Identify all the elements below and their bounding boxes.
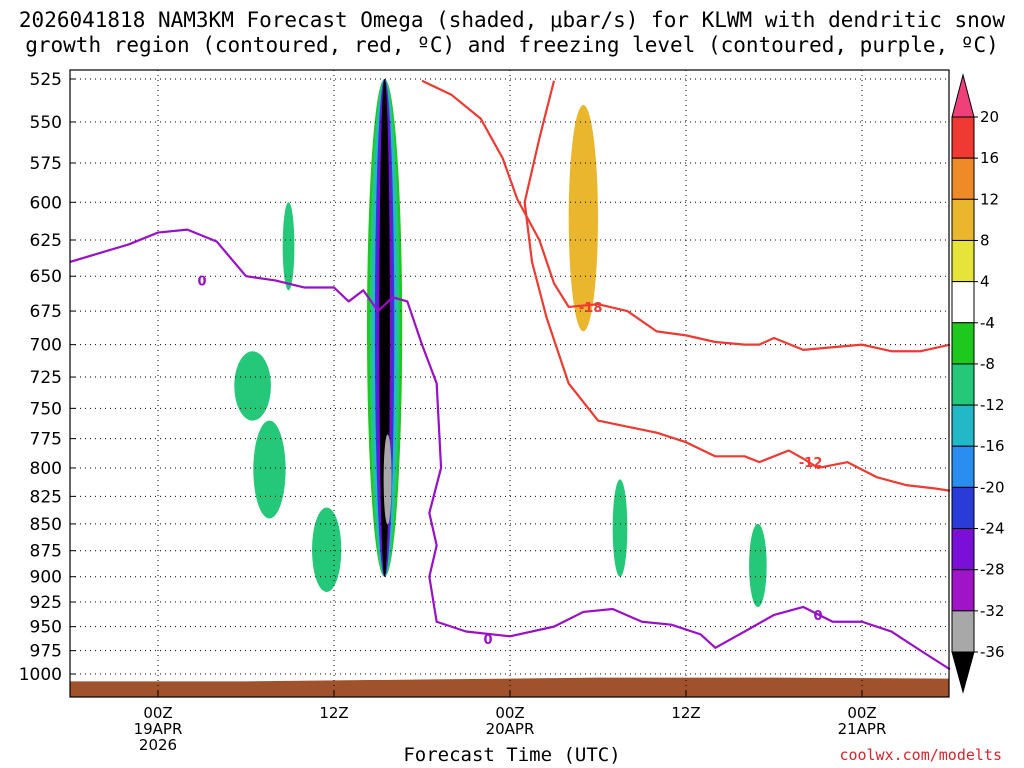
y-tick-label-625: 625	[30, 231, 62, 251]
chart-title-line-2: growth region (contoured, red, ºC) and f…	[25, 33, 999, 57]
x-tick-label-54-0: 00Z	[847, 704, 876, 722]
chart-title-line-1: 2026041818 NAM3KM Forecast Omega (shaded…	[18, 8, 1006, 32]
colorbar-swatch-11	[951, 569, 975, 612]
colorbar-swatch-8	[951, 445, 975, 488]
colorbar-label-2: 12	[980, 190, 999, 208]
y-tick-label-975: 975	[30, 642, 62, 662]
omega-cell-1	[206, 87, 214, 171]
y-tick-label-800: 800	[30, 459, 62, 479]
y-tick-label-850: 850	[30, 515, 62, 535]
y-tick-label-700: 700	[30, 336, 62, 356]
omega-cell-6-core	[383, 434, 392, 525]
colorbar-swatch-3	[951, 239, 975, 283]
colorbar-label-10: -24	[980, 520, 1005, 538]
x-tick-label-30-0: 00Z	[495, 704, 524, 722]
x-tick-label-54-1: 21APR	[838, 720, 887, 738]
colorbar-label-0: 20	[980, 108, 999, 126]
freezing-level-contour-label-1: 0	[483, 633, 492, 648]
omega-shading	[83, 70, 818, 607]
x-tick-label-6-1: 19APR	[134, 720, 183, 738]
omega-cell-8	[568, 105, 598, 332]
freezing-level-contour	[69, 228, 951, 671]
y-tick-label-575: 575	[30, 154, 62, 174]
y-tick-label-550: 550	[30, 113, 62, 133]
colorbar-bottom-arrow	[951, 651, 975, 694]
contours: -18 -12 0 0 0	[69, 79, 951, 671]
colorbar-top-arrow	[951, 73, 975, 118]
y-tick-label-750: 750	[30, 399, 62, 419]
y-tick-label-525: 525	[30, 70, 62, 90]
omega-cell-3	[234, 351, 271, 421]
colorbar-label-13: -36	[980, 643, 1005, 661]
site-credit: coolwx.com/modelts	[839, 746, 1002, 764]
omega-cell-0	[83, 70, 90, 139]
colorbar-label-5: -4	[980, 314, 995, 332]
freezing-level-contour-label-0: 0	[197, 274, 206, 289]
y-tick-label-600: 600	[30, 193, 62, 213]
colorbar-swatch-4	[951, 281, 975, 324]
terrain-fill	[70, 677, 949, 697]
colorbar-swatch-5	[951, 322, 975, 365]
omega-cell-2	[282, 202, 295, 291]
y-tick-label-950: 950	[30, 618, 62, 638]
y-axis: 525 550 575 600 625 650 675 700 725 750 775 800 825 8…	[19, 70, 76, 685]
y-tick-label-900: 900	[30, 568, 62, 588]
dgz-top-contour	[421, 79, 951, 353]
colorbar-label-9: -20	[980, 478, 1005, 496]
colorbar-swatch-7	[951, 404, 975, 447]
x-tick-label-30-1: 20APR	[486, 720, 535, 738]
colorbar-swatch-1	[951, 157, 975, 200]
omega-cell-4	[253, 420, 286, 519]
omega-cell-5	[312, 507, 342, 592]
y-tick-label-925: 925	[30, 593, 62, 613]
plot-area: -18 -12 0 0 0	[69, 69, 951, 698]
terrain-surface	[70, 677, 949, 697]
colorbar-swatch-10	[951, 528, 975, 571]
omega-cell-11	[749, 523, 767, 607]
x-tick-label-42-0: 12Z	[671, 704, 700, 722]
colorbar-label-12: -32	[980, 602, 1005, 620]
y-tick-label-675: 675	[30, 302, 62, 322]
colorbar-label-11: -28	[980, 561, 1005, 579]
x-tick-label-6-2: 2026	[139, 736, 177, 754]
omega-cell-7	[517, 70, 621, 502]
colorbar-label-7: -12	[980, 396, 1005, 414]
y-tick-label-825: 825	[30, 487, 62, 507]
colorbar-swatch-9	[951, 486, 975, 530]
y-tick-label-775: 775	[30, 430, 62, 450]
y-tick-label-875: 875	[30, 542, 62, 562]
x-tick-label-18-0: 12Z	[319, 704, 348, 722]
colorbar-label-4: 4	[980, 273, 990, 291]
colorbar-swatch-2	[951, 198, 975, 241]
omega-cell-12	[796, 523, 818, 587]
colorbar-swatch-12	[951, 610, 975, 653]
freezing-level-contour-label-2: 0	[813, 609, 822, 624]
dgz-top-contour-label-0: -18	[579, 301, 603, 316]
colorbar-label-1: 16	[980, 149, 999, 167]
omega-cell-9	[612, 479, 628, 577]
y-tick-label-650: 650	[30, 267, 62, 287]
y-tick-label-1000: 1000	[19, 665, 62, 685]
colorbar-label-3: 8	[980, 231, 990, 249]
colorbar: 20 16 12 8 4 -4 -8 -12 -16 -20 -24 -28 -32 -36	[951, 73, 1005, 694]
y-tick-label-725: 725	[30, 368, 62, 388]
dgz-bottom-contour	[523, 80, 951, 492]
omega-cell-10	[774, 232, 792, 371]
colorbar-label-6: -8	[980, 355, 995, 373]
colorbar-swatch-6	[951, 363, 975, 406]
colorbar-label-8: -16	[980, 437, 1005, 455]
dgz-bottom-contour-label-0: -12	[799, 456, 823, 471]
x-axis-title: Forecast Time (UTC)	[403, 744, 621, 766]
colorbar-swatch-0	[951, 116, 975, 159]
x-tick-label-6-0: 00Z	[143, 704, 172, 722]
